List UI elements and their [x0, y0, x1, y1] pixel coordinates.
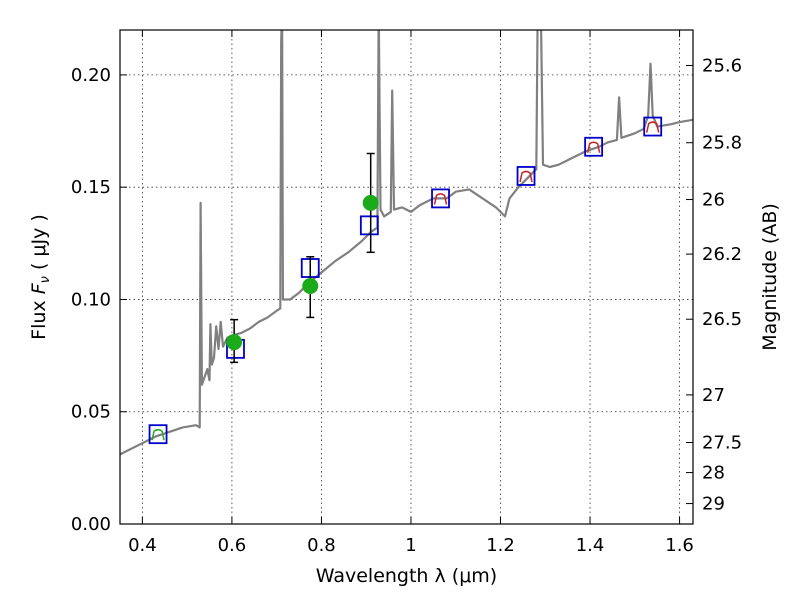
observed-point — [302, 277, 319, 294]
model-square — [431, 188, 450, 209]
right-tick-label: 25.8 — [702, 133, 742, 154]
filter-curve — [645, 121, 660, 133]
y-tick-label: 0.00 — [71, 514, 111, 535]
right-tick-label: 26 — [702, 190, 725, 211]
right-tick-label: 29 — [702, 494, 725, 515]
x-ticks: 0.4 0.6 0.8 1 1.2 1.4 1.6 — [128, 30, 694, 556]
x-tick-label: 1.2 — [486, 535, 515, 556]
filter-curve — [586, 141, 601, 153]
marker-layer — [148, 116, 663, 445]
right-tick-label: 28 — [702, 463, 725, 484]
spectrum-layer — [120, 30, 693, 456]
model-square — [516, 166, 536, 186]
model-square — [643, 116, 663, 137]
right-axis-label: Magnitude (AB) — [759, 203, 781, 351]
filter-curve — [151, 428, 165, 441]
right-ticks: 25.6 25.8 26 26.2 26.5 27 27.5 28 29 — [686, 55, 742, 515]
x-tick-label: 0.4 — [128, 535, 157, 556]
observed-point — [362, 194, 379, 211]
right-tick-label: 26.2 — [702, 244, 742, 265]
right-tick-label: 27 — [702, 385, 725, 406]
filter-curve — [433, 193, 448, 205]
spectrum-line — [120, 30, 693, 456]
observed-point — [226, 334, 243, 351]
y-tick-label: 0.15 — [71, 177, 111, 198]
filter-curve — [519, 170, 533, 183]
x-tick-label: 0.6 — [218, 535, 247, 556]
model-square — [148, 424, 168, 445]
x-axis-label: Wavelength λ (μm) — [316, 565, 497, 587]
grid-lines — [120, 30, 693, 525]
y-tick-label: 0.05 — [71, 402, 111, 423]
y-tick-label: 0.10 — [71, 289, 111, 310]
x-tick-label: 1 — [405, 535, 416, 556]
x-tick-label: 0.8 — [307, 535, 336, 556]
right-tick-label: 27.5 — [702, 432, 742, 453]
model-square — [584, 136, 604, 157]
y-axis-label: Flux Fν ( μJy ) — [28, 214, 53, 340]
y-ticks: 0.00 0.05 0.10 0.15 0.20 — [71, 65, 127, 535]
right-tick-label: 25.6 — [702, 55, 742, 76]
model-square — [359, 215, 379, 236]
x-tick-label: 1.6 — [665, 535, 694, 556]
x-tick-label: 1.4 — [576, 535, 605, 556]
y-tick-label: 0.20 — [71, 65, 111, 86]
plot-frame — [119, 29, 694, 525]
right-tick-label: 26.5 — [702, 309, 742, 330]
